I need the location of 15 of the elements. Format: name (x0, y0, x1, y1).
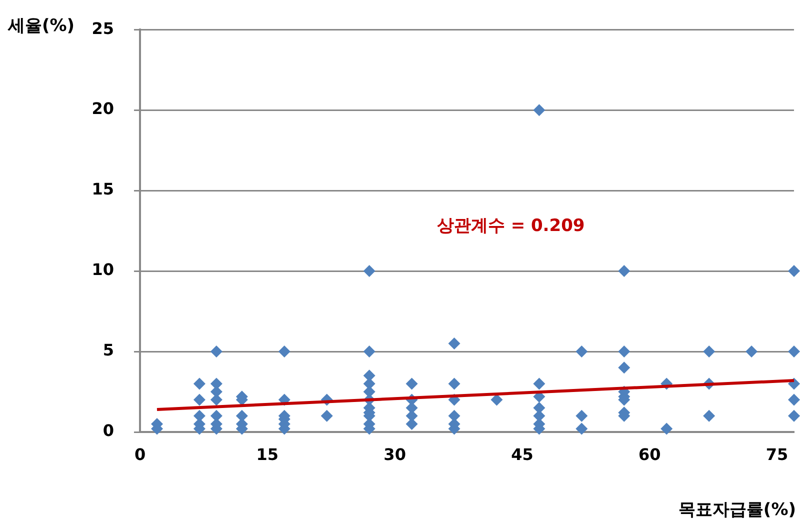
y-tick-label: 5 (102, 340, 114, 360)
y-tick-label: 15 (92, 180, 114, 199)
y-tick-label: 25 (92, 18, 114, 38)
y-tick-label: 0 (102, 421, 114, 440)
x-tick-label: 30 (384, 444, 406, 464)
y-tick-label: 20 (92, 99, 114, 118)
y-tick-label: 10 (92, 260, 114, 280)
x-tick-label: 0 (134, 444, 146, 464)
annotation: 상관계수 = 0.209 (436, 216, 585, 236)
x-axis-title: 목표자급률(%) (678, 499, 796, 521)
x-tick-label: 15 (256, 444, 279, 464)
y-axis-title: 세율(%) (8, 15, 75, 37)
x-tick-label: 45 (511, 444, 534, 464)
x-tick-label: 75 (766, 444, 788, 464)
x-tick-label: 60 (638, 444, 661, 464)
